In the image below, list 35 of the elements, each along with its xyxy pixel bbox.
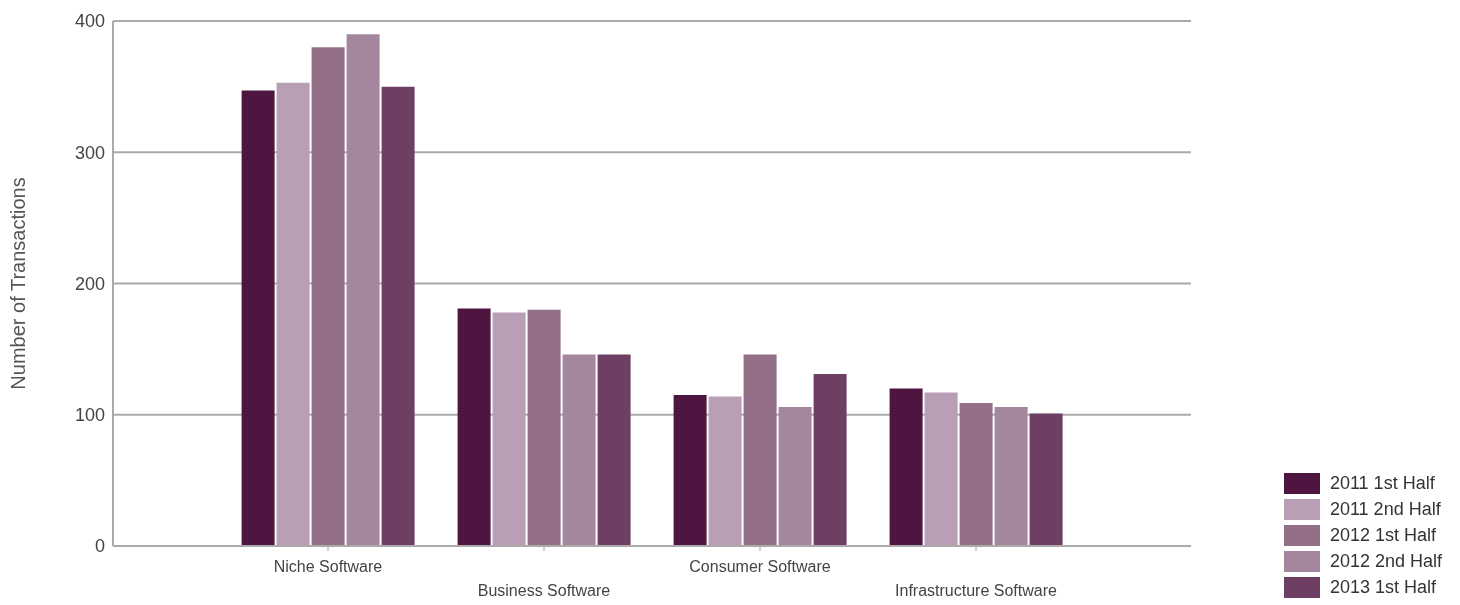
bar <box>241 90 275 546</box>
bar <box>889 388 923 546</box>
y-tick-label: 0 <box>94 536 105 557</box>
bar <box>708 396 742 546</box>
legend-label: 2012 2nd Half <box>1329 550 1442 572</box>
x-tick-label: Consumer Software <box>689 558 831 575</box>
x-tick-label: Infrastructure Software <box>895 582 1058 599</box>
bar <box>492 312 526 546</box>
legend-label: 2012 1st Half <box>1329 524 1436 546</box>
legend-label: 2011 2nd Half <box>1329 498 1441 520</box>
y-tick-label: 200 <box>74 273 105 294</box>
bar <box>778 406 812 546</box>
legend-label: 2011 1st Half <box>1329 472 1435 494</box>
bar <box>311 47 345 546</box>
bar <box>743 354 777 546</box>
bar <box>562 354 596 546</box>
y-axis-title: Number of Transactions <box>7 177 30 390</box>
y-tick-label: 100 <box>74 405 105 426</box>
x-tick-label: Niche Software <box>273 558 383 575</box>
bar <box>381 86 415 546</box>
legend-label: 2013 1st Half <box>1329 576 1436 598</box>
y-tick-label: 300 <box>74 142 105 163</box>
bar <box>813 374 847 546</box>
bar <box>959 402 993 546</box>
bar <box>597 354 631 546</box>
bar <box>527 309 561 546</box>
bar <box>673 395 707 546</box>
bar <box>994 406 1028 546</box>
x-tick-label: Business Software <box>477 582 611 599</box>
bar <box>924 392 958 546</box>
y-tick-label: 400 <box>74 11 105 32</box>
bar <box>457 308 491 546</box>
bar <box>276 82 310 546</box>
bar <box>1029 413 1063 546</box>
bar <box>346 34 380 546</box>
